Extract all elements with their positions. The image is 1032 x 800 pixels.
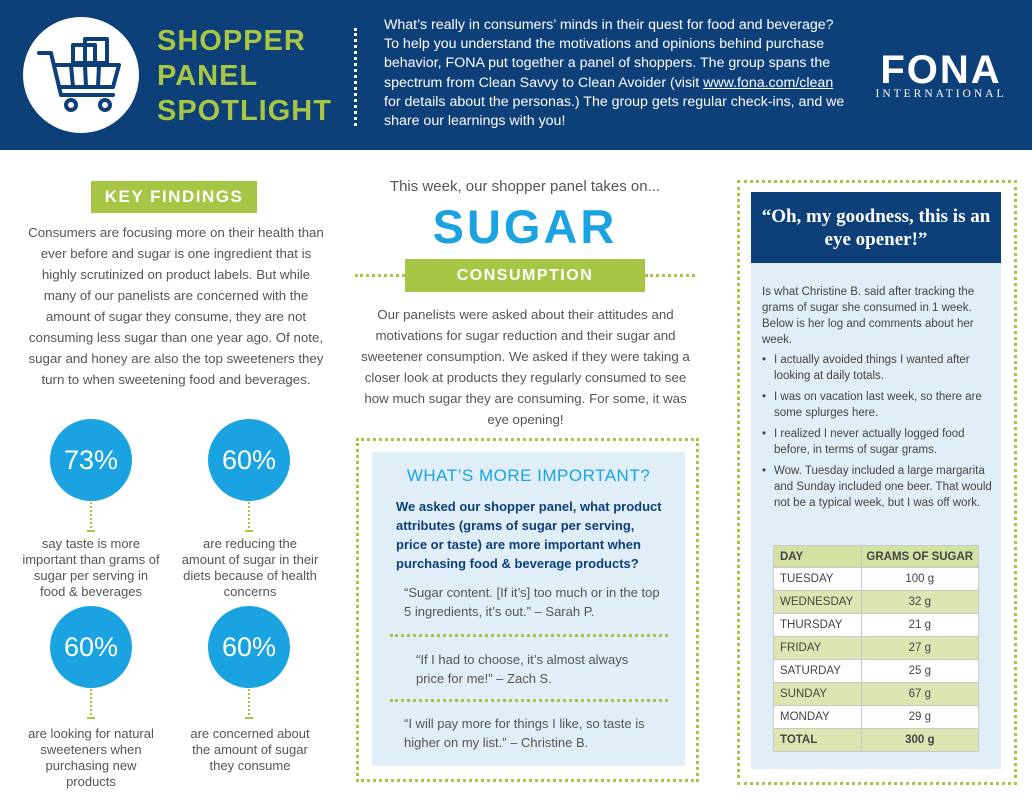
day-cell: SUNDAY: [773, 682, 862, 706]
stat-circle: 60%: [208, 606, 290, 688]
total-row: TOTAL 300 g: [773, 728, 980, 752]
header-banner: SHOPPER PANEL SPOTLIGHT What’s really in…: [0, 0, 1032, 150]
grams-cell: 21 g: [860, 613, 980, 637]
grams-cell: 25 g: [860, 659, 980, 683]
sugar-log-intro: Is what Christine B. said after tracking…: [762, 286, 975, 346]
total-value: 300 g: [860, 728, 980, 752]
title-line: PANEL: [157, 60, 259, 92]
table-header-row: DAY GRAMS OF SUGAR: [773, 545, 980, 568]
table-row: FRIDAY 27 g: [773, 636, 980, 660]
dotted-rule-right: [645, 274, 695, 277]
important-question: We asked our shopper panel, what product…: [396, 499, 662, 571]
grams-cell: 32 g: [860, 590, 980, 614]
vertical-divider: [354, 28, 357, 126]
quote: “If I had to choose, it’s almost always …: [416, 652, 629, 686]
week-intro: This week, our shopper panel takes on...: [389, 178, 661, 195]
sugar-table: DAY GRAMS OF SUGAR TUESDAY 100 g WEDNESD…: [773, 545, 980, 752]
logo-subtitle: INTERNATIONAL: [875, 88, 1007, 100]
day-cell: TUESDAY: [773, 567, 862, 591]
stat-circle: 60%: [50, 606, 132, 688]
quote-divider: [390, 699, 668, 702]
day-cell: FRIDAY: [773, 636, 862, 660]
list-item: I actually avoided things I wanted after…: [762, 352, 994, 384]
connector-tick: [245, 530, 253, 532]
consumption-badge: CONSUMPTION: [405, 259, 645, 292]
table-row: SUNDAY 67 g: [773, 682, 980, 706]
stat-label: say taste is more important than grams o…: [22, 536, 160, 599]
title-line: SPOTLIGHT: [157, 95, 332, 127]
stat-circle: 73%: [50, 419, 132, 501]
sugar-log-frame: [737, 180, 1017, 785]
important-title: WHAT’S MORE IMPORTANT?: [406, 466, 651, 485]
spotlight-title: SHOPPER PANEL SPOTLIGHT: [157, 24, 347, 129]
list-item: Wow. Tuesday included a large margarita …: [762, 463, 994, 511]
table-row: WEDNESDAY 32 g: [773, 590, 980, 614]
cart-badge: [23, 17, 139, 133]
important-box: [372, 452, 685, 766]
column-header: DAY: [773, 545, 862, 568]
table-row: THURSDAY 21 g: [773, 613, 980, 637]
stat-label: are concerned about the amount of sugar …: [190, 726, 310, 773]
stat-label: are looking for natural sweeteners when …: [28, 726, 154, 789]
connector-tick: [87, 530, 95, 532]
grams-cell: 100 g: [860, 567, 980, 591]
stat-label: are reducing the amount of sugar in thei…: [181, 536, 319, 599]
grams-cell: 67 g: [860, 682, 980, 706]
connector-line: [248, 689, 250, 719]
day-cell: MONDAY: [773, 705, 862, 729]
quote-divider: [390, 634, 668, 637]
quote-heading: “Oh, my goodness, this is an eye opener!…: [751, 192, 1001, 263]
connector-line: [90, 689, 92, 719]
key-findings-badge: KEY FINDINGS: [91, 181, 257, 213]
quote: “Sugar content. [If it’s] too much or in…: [404, 585, 660, 619]
fona-clean-link[interactable]: www.fona.com/clean: [703, 74, 834, 91]
dotted-rule-left: [355, 274, 405, 277]
shopping-cart-icon: [37, 37, 121, 112]
intro-text-part: for details about the personas.) The gro…: [384, 93, 845, 130]
fona-logo: FONA INTERNATIONAL: [860, 50, 1022, 106]
column-header: GRAMS OF SUGAR: [860, 545, 980, 568]
connector-line: [90, 502, 92, 532]
topic-heading: SUGAR: [432, 200, 618, 253]
key-findings-text: Consumers are focusing more on their hea…: [28, 225, 324, 387]
intro-text: What’s really in consumers’ minds in the…: [384, 16, 852, 131]
grams-cell: 29 g: [860, 705, 980, 729]
grams-cell: 27 g: [860, 636, 980, 660]
logo-wordmark: FONA: [880, 48, 1002, 92]
day-cell: WEDNESDAY: [773, 590, 862, 614]
table-row: TUESDAY 100 g: [773, 567, 980, 591]
connector-tick: [245, 717, 253, 719]
comments-list: I actually avoided things I wanted after…: [762, 352, 994, 516]
consumption-paragraph: Our panelists were asked about their att…: [361, 307, 690, 427]
list-item: I was on vacation last week, so there ar…: [762, 389, 994, 421]
list-item: I realized I never actually logged food …: [762, 426, 994, 458]
quote: “I will pay more for things I like, so t…: [404, 716, 645, 750]
total-label: TOTAL: [773, 728, 862, 752]
table-row: SATURDAY 25 g: [773, 659, 980, 683]
title-line: SHOPPER: [157, 25, 306, 57]
day-cell: THURSDAY: [773, 613, 862, 637]
important-frame: [356, 438, 699, 782]
connector-line: [248, 502, 250, 532]
connector-tick: [87, 717, 95, 719]
intro-text-part: What’s really in consumers’ minds in the…: [384, 17, 834, 91]
table-row: MONDAY 29 g: [773, 705, 980, 729]
stat-circle: 60%: [208, 419, 290, 501]
day-cell: SATURDAY: [773, 659, 862, 683]
